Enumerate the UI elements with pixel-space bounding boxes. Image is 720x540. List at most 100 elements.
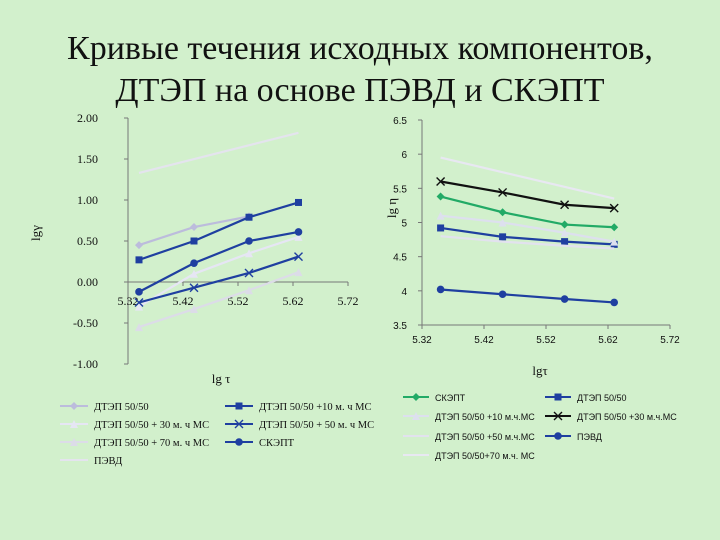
data-point — [134, 298, 144, 307]
legend-item: ДТЭП 50/50 + 50 м. ч МС — [225, 419, 374, 431]
x-tick-label: 5.42 — [173, 294, 194, 308]
data-point — [499, 233, 507, 241]
x-axis-label: lg τ — [212, 371, 231, 386]
y-axis-label: lg η — [384, 198, 399, 218]
data-point — [560, 228, 569, 237]
legend-item: ДТЭП 50/50 +10 м.ч.МС — [403, 412, 535, 422]
data-point — [295, 198, 302, 206]
series-7 — [138, 131, 299, 175]
data-point — [498, 290, 507, 299]
data-point — [436, 192, 445, 201]
y-tick-label: -1.00 — [73, 357, 98, 371]
data-point — [561, 238, 569, 246]
series-line — [440, 235, 615, 250]
y-tick-label: 0.50 — [77, 234, 98, 248]
data-point — [135, 302, 143, 311]
series-line — [138, 201, 299, 261]
data-point — [610, 298, 618, 307]
data-point — [436, 211, 445, 220]
series-line — [138, 235, 299, 308]
data-point — [294, 268, 303, 277]
data-point — [245, 286, 253, 295]
data-point — [436, 285, 445, 294]
legend-label: ДТЭП 50/50 + 70 м. ч МС — [94, 438, 209, 449]
legend-item: ДТЭП 50/50 + 70 м. ч МС — [60, 438, 209, 449]
legend-item: ПЭВД — [545, 432, 602, 442]
data-point — [189, 283, 199, 293]
legend-label: ДТЭП 50/50 — [577, 393, 627, 403]
data-point — [498, 208, 507, 217]
legend-swatch-marker — [553, 411, 563, 421]
x-tick-label: 5.62 — [283, 294, 304, 308]
legend-swatch-marker — [554, 432, 562, 440]
series-3 — [135, 232, 303, 311]
legend-item: ДТЭП 50/50 +30 м.ч.МС — [545, 411, 677, 422]
data-point — [135, 288, 143, 296]
x-tick-label: 5.72 — [660, 335, 680, 346]
legend-label: ДТЭП 50/50 + 50 м. ч МС — [259, 420, 374, 431]
legend-item: СКЭПТ — [403, 393, 466, 403]
data-point — [560, 200, 570, 210]
legend-label: ДТЭП 50/50 +10 м. ч МС — [259, 402, 371, 413]
legend-item: ДТЭП 50/50 +10 м. ч МС — [225, 402, 371, 413]
series-3 — [436, 211, 619, 246]
data-point — [560, 295, 569, 303]
title-line-1: Кривые течения исходных компонентов, — [67, 30, 653, 67]
legend-swatch-marker — [70, 402, 78, 410]
legend-label: ПЭВД — [94, 456, 122, 467]
data-point — [135, 241, 143, 250]
x-tick-label: 5.72 — [338, 294, 359, 308]
data-point — [135, 256, 143, 264]
legend-swatch-marker — [70, 420, 78, 428]
data-point — [190, 305, 198, 314]
data-point — [245, 213, 253, 221]
y-tick-label: -0.50 — [73, 316, 98, 330]
y-tick-label: 3.5 — [393, 321, 407, 332]
y-axis-label: lgγ — [28, 225, 43, 241]
series-line — [138, 230, 299, 293]
slide-title: Кривые течения исходных компонентов, ДТЭ… — [0, 28, 720, 112]
legend-item: ДТЭП 50/50+70 м.ч. МС — [403, 451, 535, 461]
series-1 — [436, 192, 619, 232]
title-line-2: ДТЭП на основе ПЭВД и СКЭПТ — [115, 72, 605, 109]
data-point — [135, 323, 143, 332]
series-line — [440, 288, 615, 304]
legend-item: ДТЭП 50/50 + 30 м. ч МС — [60, 420, 209, 431]
y-tick-label: 1.50 — [77, 152, 98, 166]
y-tick-label: 5 — [401, 219, 407, 230]
series-line — [440, 156, 615, 200]
data-point — [436, 177, 446, 186]
legend-label: СКЭПТ — [259, 438, 295, 449]
legend-swatch-marker — [554, 393, 562, 401]
legend-swatch-marker — [70, 438, 78, 446]
chart-1: 2.00 1.50 1.00 0.50 0.00 -0.50 -1.00 5.32 5.42 5.… — [28, 111, 374, 467]
series-line — [440, 214, 615, 243]
data-point — [294, 228, 303, 236]
chart-2: 6.5 6 5.5 5 4.5 4 3.5 5.32 5.42 5.52 5.62 5.72 lgτ lg… — [384, 116, 680, 461]
series-6 — [436, 285, 618, 307]
legend-swatch-marker — [412, 412, 420, 420]
legend: СКЭПТ ДТЭП 50/50 ДТЭП 50/50 +10 м.ч.МС ДТЭП… — [403, 393, 677, 461]
series-line — [138, 131, 299, 175]
legend-swatch-marker — [235, 438, 243, 446]
data-point — [244, 268, 254, 278]
x-axis-label: lgτ — [532, 363, 547, 378]
legend-label: ДТЭП 50/50 +50 м.ч.МС — [435, 432, 535, 442]
legend-item: ДТЭП 50/50 — [60, 402, 149, 413]
legend-label: СКЭПТ — [435, 393, 466, 403]
data-point — [190, 259, 198, 267]
series-5 — [135, 268, 303, 332]
data-point — [190, 237, 198, 245]
legend-label: ПЭВД — [577, 432, 602, 442]
data-point — [560, 220, 569, 229]
legend-label: ДТЭП 50/50 +10 м.ч.МС — [435, 412, 535, 422]
legend-label: ДТЭП 50/50 + 30 м. ч МС — [94, 420, 209, 431]
y-tick-label: 4.5 — [393, 253, 407, 264]
y-tick-label: 4 — [401, 287, 407, 298]
data-point — [190, 269, 198, 278]
series-line — [138, 255, 299, 304]
series-5 — [440, 235, 615, 250]
data-point — [294, 232, 303, 241]
x-tick-label: 5.62 — [598, 335, 618, 346]
